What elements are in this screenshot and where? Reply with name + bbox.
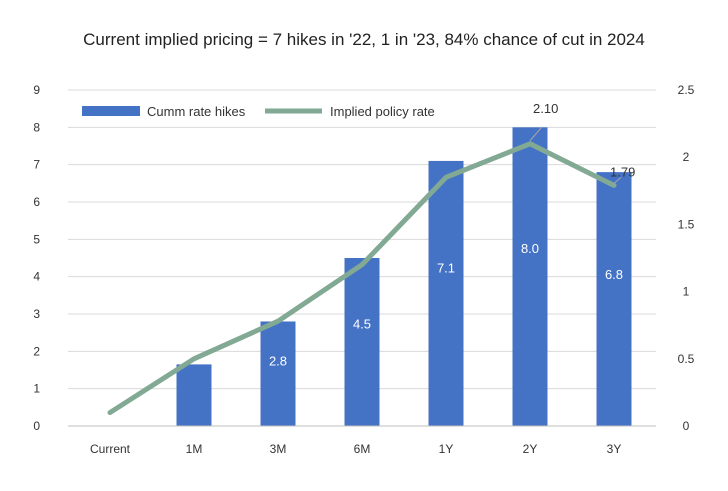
line-point <box>277 320 279 322</box>
x-tick-label: 3Y <box>607 442 622 456</box>
line-point <box>445 176 447 178</box>
y-left-tick-label: 4 <box>33 270 40 284</box>
y-left-tick-label: 0 <box>33 419 40 433</box>
y-left-tick-label: 3 <box>33 307 40 321</box>
legend-swatch-bars <box>82 106 140 116</box>
bar <box>596 172 632 426</box>
y-right-tick-label: 0.5 <box>678 352 695 366</box>
bar-data-label: 8.0 <box>521 241 539 256</box>
y-left-tick-label: 6 <box>33 195 40 209</box>
bar <box>512 127 548 426</box>
line-point <box>613 184 615 186</box>
legend-label-line: Implied policy rate <box>330 104 435 119</box>
y-left-tick-label: 1 <box>33 382 40 396</box>
bar-data-label: 7.1 <box>437 260 455 275</box>
y-left-tick-label: 5 <box>33 232 40 246</box>
line-point <box>529 143 531 145</box>
bar <box>344 258 380 426</box>
label-leader-line <box>613 177 622 184</box>
y-right-tick-label: 2 <box>683 150 690 164</box>
label-leader-line <box>529 126 543 142</box>
y-right-tick-label: 1 <box>683 285 690 299</box>
legend-label-bars: Cumm rate hikes <box>147 104 246 119</box>
y-left-tick-label: 7 <box>33 158 40 172</box>
y-left-tick-label: 2 <box>33 344 40 358</box>
bar-data-label: 2.8 <box>269 353 287 368</box>
bar-data-label: 4.5 <box>353 317 371 332</box>
x-tick-label: Current <box>90 442 131 456</box>
x-tick-label: 2Y <box>523 442 538 456</box>
x-tick-label: 3M <box>270 442 287 456</box>
chart-title: Current implied pricing = 7 hikes in '22… <box>83 30 645 49</box>
x-tick-label: 6M <box>354 442 371 456</box>
bar <box>260 321 296 426</box>
line-point <box>361 264 363 266</box>
y-right-tick-label: 2.5 <box>678 83 695 97</box>
y-left-tick-label: 8 <box>33 120 40 134</box>
x-tick-label: 1M <box>186 442 203 456</box>
x-tick-label: 1Y <box>439 442 454 456</box>
line-data-label: 2.10 <box>533 101 558 116</box>
bar <box>176 364 212 426</box>
bar-data-label: 6.8 <box>605 267 623 282</box>
y-right-tick-label: 1.5 <box>678 217 695 231</box>
line-point <box>193 358 195 360</box>
bar <box>428 160 464 426</box>
y-left-tick-label: 9 <box>33 83 40 97</box>
line-point <box>109 412 111 414</box>
line-data-label: 1.79 <box>610 164 635 179</box>
y-right-tick-label: 0 <box>683 419 690 433</box>
